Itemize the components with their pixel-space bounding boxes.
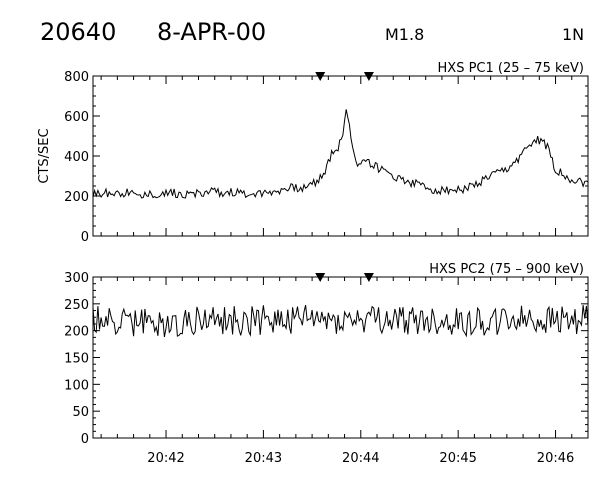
interval-marker bbox=[363, 273, 374, 282]
y-tick-label: 600 bbox=[64, 110, 89, 125]
y-tick-label: 0 bbox=[81, 432, 89, 447]
event-number: 20640 bbox=[40, 18, 116, 46]
plot-frame bbox=[92, 75, 589, 237]
x-tick-label: 20:46 bbox=[537, 451, 574, 466]
interval-marker bbox=[315, 72, 326, 81]
y-tick-label: 300 bbox=[64, 271, 89, 286]
plot-frame bbox=[92, 276, 589, 439]
x-tick-label: 20:45 bbox=[439, 451, 476, 466]
interval-marker bbox=[363, 72, 374, 81]
y-tick-label: 100 bbox=[64, 378, 89, 393]
panels: 0 200 400 600 800 HXS PC1 (25 – 75 keV) CTS/SE… bbox=[37, 61, 589, 466]
interval-marker bbox=[315, 273, 326, 282]
x-tick-label: 20:42 bbox=[147, 451, 184, 466]
flare-location: 1N bbox=[562, 25, 584, 44]
panel-1: 0 200 400 600 800 HXS PC1 (25 – 75 keV) CTS/SE… bbox=[37, 61, 589, 245]
series-line bbox=[92, 304, 589, 338]
x-tick-label: 20:43 bbox=[245, 451, 282, 466]
panel-2: 0 50 100 150 200 250 300 20:42 20:43 20:44 20:45 20… bbox=[64, 262, 589, 466]
y-tick-label: 800 bbox=[64, 70, 89, 85]
y-tick-label: 50 bbox=[72, 405, 89, 420]
y-tick-label: 150 bbox=[64, 352, 89, 367]
y-axis-label: CTS/SEC bbox=[37, 128, 52, 183]
y-tick-label: 0 bbox=[81, 230, 89, 245]
event-date: 8-APR-00 bbox=[157, 18, 266, 46]
panel-title: HXS PC1 (25 – 75 keV) bbox=[438, 61, 584, 76]
y-tick-label: 250 bbox=[64, 298, 89, 313]
series-line bbox=[92, 109, 589, 199]
y-tick-label: 200 bbox=[64, 325, 89, 340]
flare-class: M1.8 bbox=[385, 25, 424, 44]
y-tick-label: 400 bbox=[64, 150, 89, 165]
x-tick-label: 20:44 bbox=[342, 451, 379, 466]
panel-title: HXS PC2 (75 – 900 keV) bbox=[429, 262, 584, 277]
y-tick-label: 200 bbox=[64, 190, 89, 205]
